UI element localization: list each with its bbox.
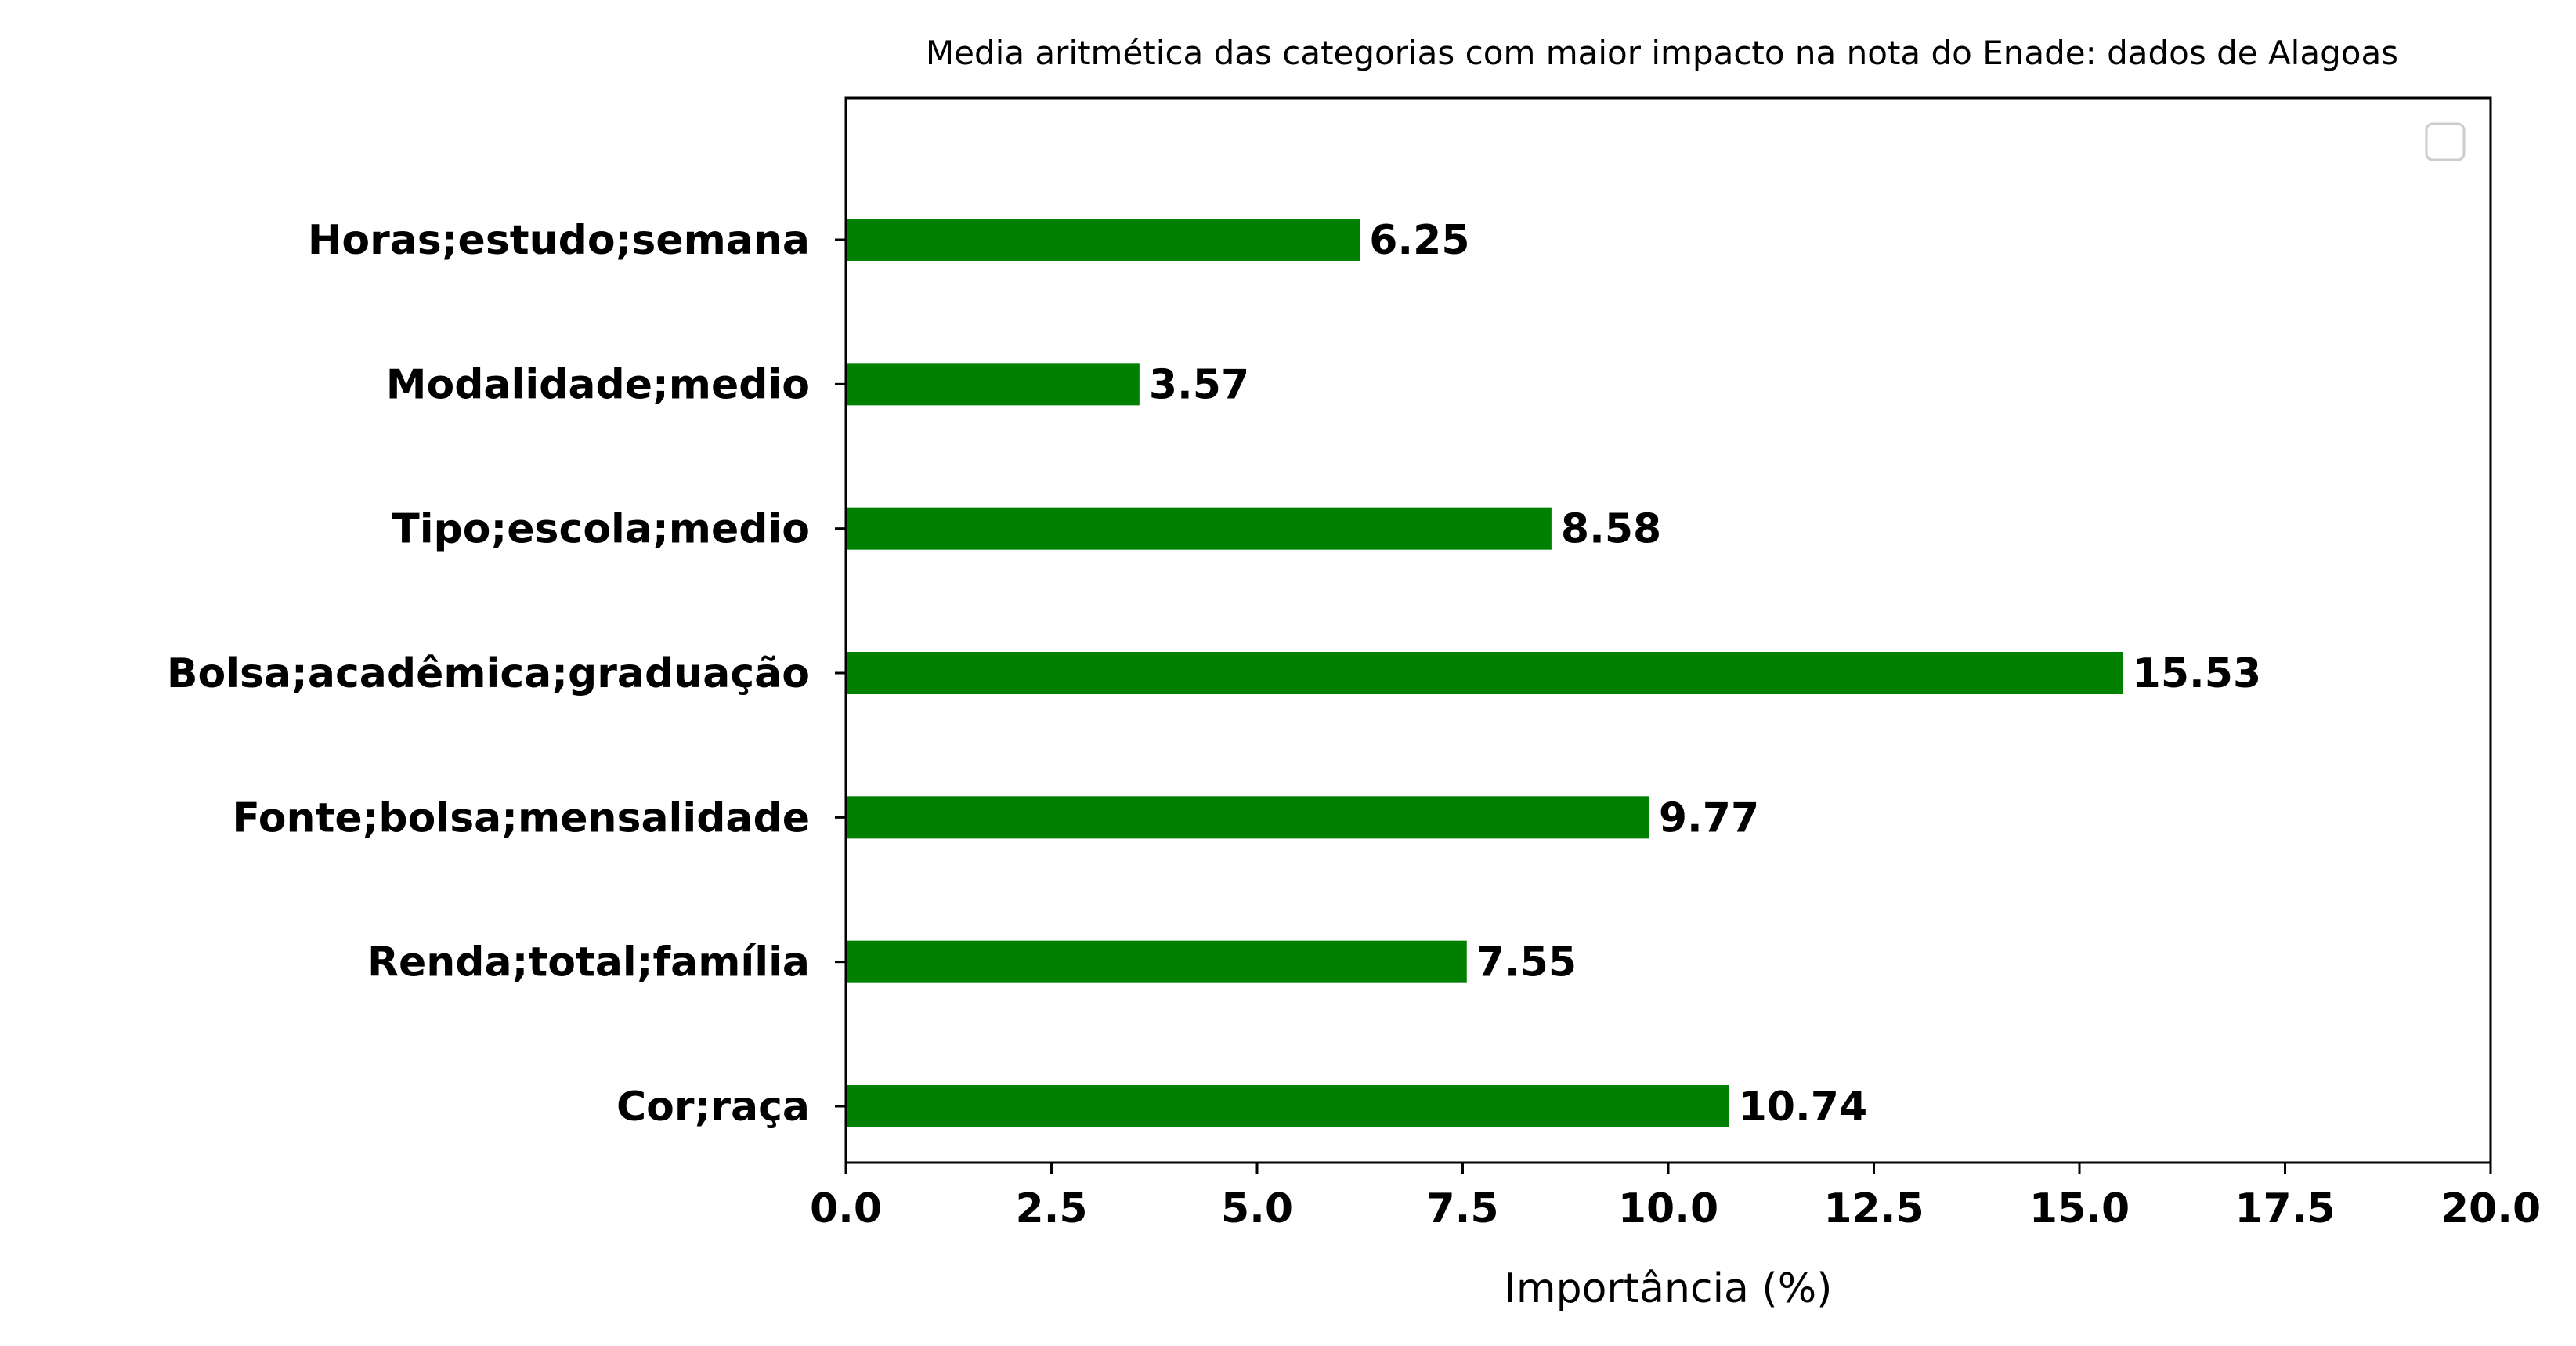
bar [846, 940, 1467, 983]
category-label: Fonte;bolsa;mensalidade [232, 794, 810, 841]
category-label: Modalidade;medio [386, 361, 810, 408]
legend-box [2425, 122, 2466, 161]
x-tick-label: 20.0 [2441, 1185, 2541, 1232]
value-label: 15.53 [2133, 650, 2261, 697]
value-labels: 6.25 3.57 8.58 15.53 9.77 7.55 10.74 [1149, 217, 2261, 1131]
bar [846, 507, 1552, 550]
x-tick-label: 17.5 [2235, 1185, 2335, 1232]
x-tick-label: 7.5 [1426, 1185, 1498, 1232]
x-axis-ticks: 0.0 2.5 5.0 7.5 10.0 12.5 15.0 17.5 20.0 [810, 1163, 2541, 1232]
value-label: 3.57 [1149, 361, 1249, 408]
bar [846, 1085, 1729, 1127]
value-label: 7.55 [1476, 939, 1577, 986]
x-tick-label: 10.0 [1618, 1185, 1718, 1232]
x-tick-label: 0.0 [810, 1185, 882, 1232]
bar [846, 796, 1649, 839]
value-label: 8.58 [1561, 506, 1661, 553]
x-tick-label: 15.0 [2029, 1185, 2130, 1232]
chart-title: Media aritmética das categorias com maio… [926, 34, 2398, 72]
category-label: Renda;total;família [367, 939, 810, 986]
bar [846, 652, 2123, 694]
value-label: 9.77 [1659, 794, 1759, 841]
category-label: Tipo;escola;medio [392, 506, 810, 553]
bar [846, 363, 1140, 406]
bar [846, 219, 1360, 261]
value-label: 6.25 [1369, 217, 1469, 264]
category-label: Bolsa;acadêmica;graduação [167, 650, 810, 697]
category-label: Cor;raça [616, 1084, 810, 1131]
category-label: Horas;estudo;semana [308, 217, 810, 264]
x-tick-label: 5.0 [1221, 1185, 1293, 1232]
plot-frame [844, 96, 2492, 1164]
category-labels: Horas;estudo;semana Modalidade;medio Tipo;… [167, 217, 846, 1131]
x-axis-label: Importância (%) [1505, 1265, 1833, 1312]
x-tick-label: 12.5 [1823, 1185, 1924, 1232]
value-label: 10.74 [1739, 1084, 1867, 1131]
bars-layer [846, 219, 2123, 1127]
x-tick-label: 2.5 [1015, 1185, 1087, 1232]
